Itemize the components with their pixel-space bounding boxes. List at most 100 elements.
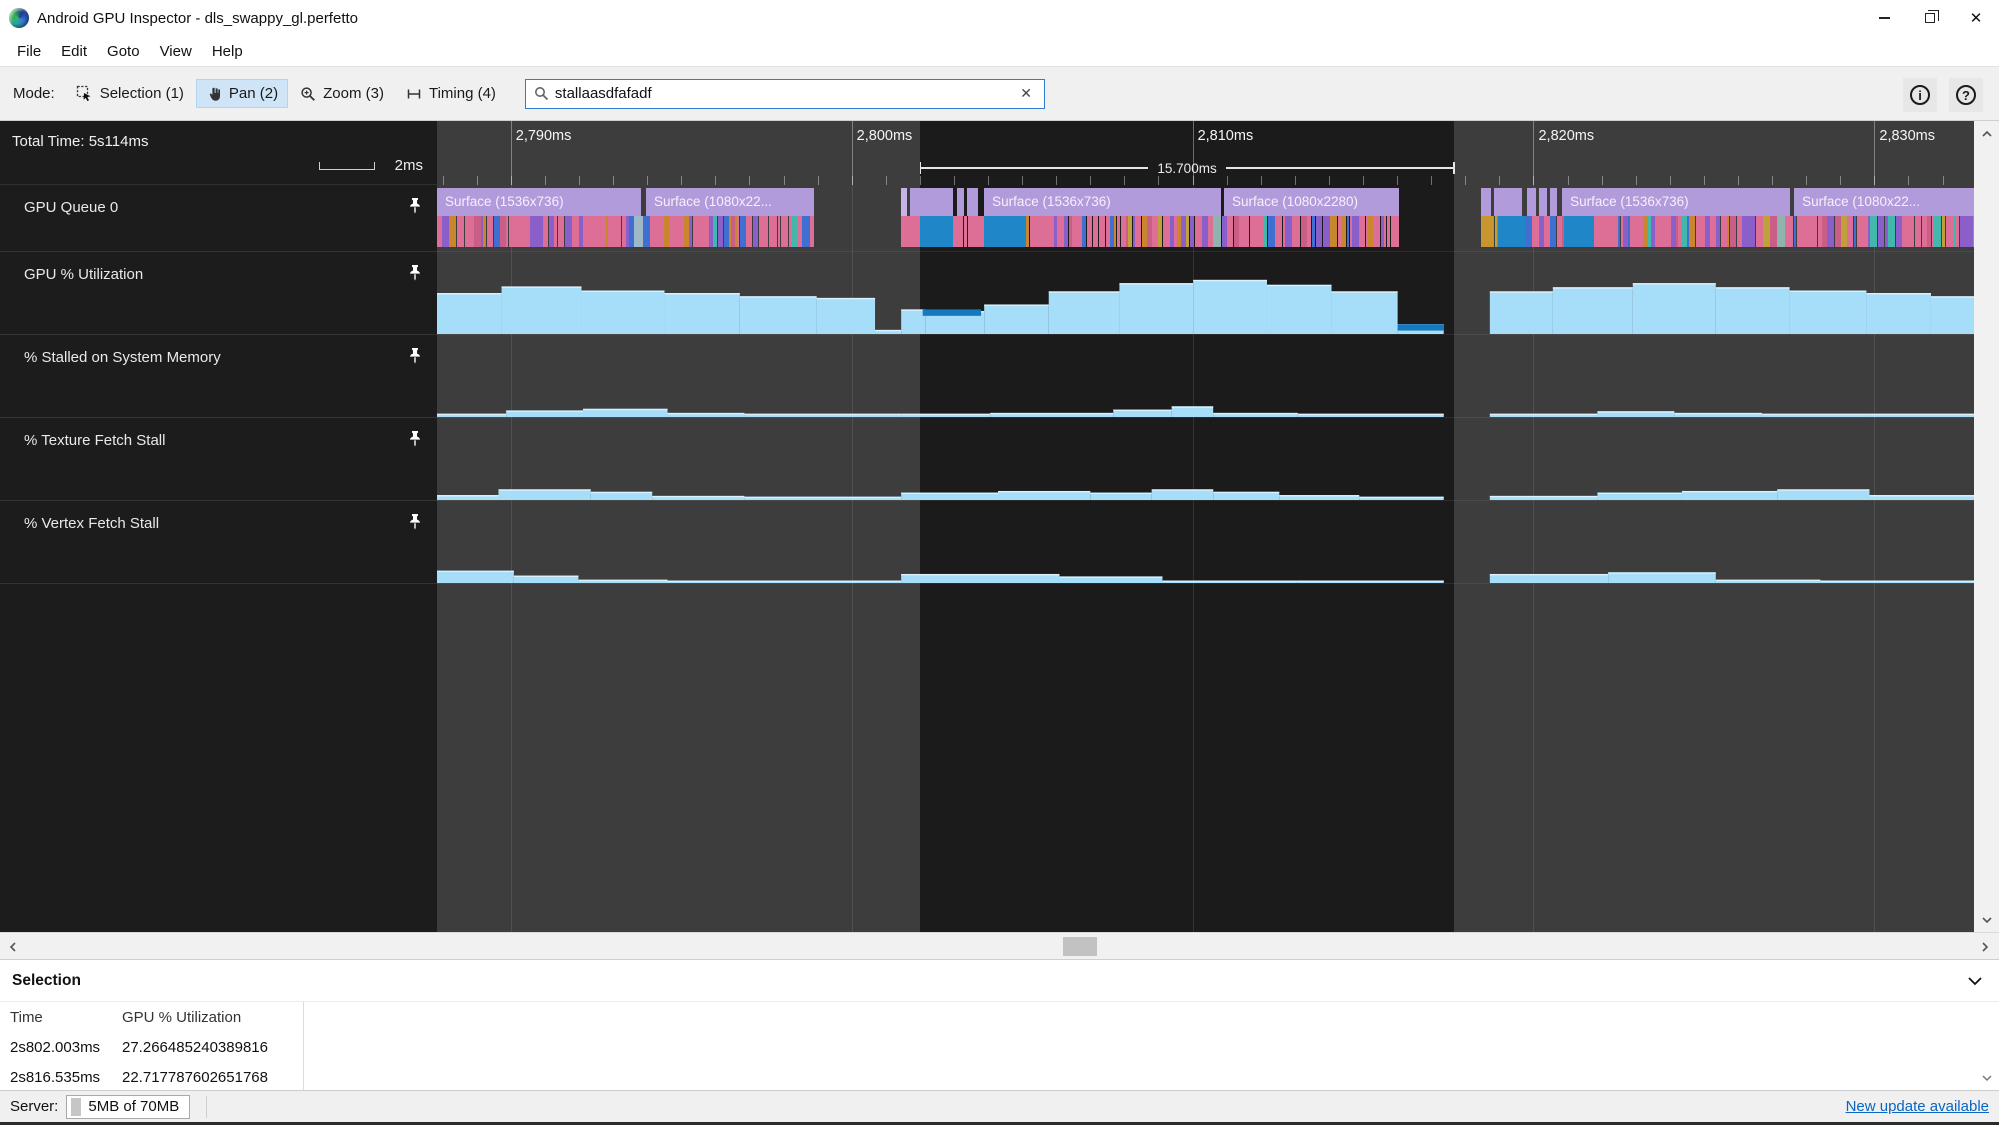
gpu-queue-slice-block[interactable] bbox=[1777, 216, 1785, 247]
surface-slice[interactable] bbox=[901, 188, 907, 216]
ruler-minor-tick bbox=[886, 176, 887, 185]
gpu-queue-slice-block[interactable] bbox=[1564, 216, 1595, 247]
close-button[interactable]: ✕ bbox=[1953, 0, 1999, 36]
menu-item-edit[interactable]: Edit bbox=[51, 39, 97, 64]
pin-icon[interactable] bbox=[407, 264, 423, 282]
minimize-button[interactable] bbox=[1861, 0, 1907, 36]
surface-slice[interactable] bbox=[1539, 188, 1547, 216]
surface-slice[interactable] bbox=[1527, 188, 1536, 216]
pin-icon[interactable] bbox=[407, 347, 423, 365]
menu-item-help[interactable]: Help bbox=[202, 39, 253, 64]
gpu-queue-slice-block[interactable] bbox=[1481, 216, 1493, 247]
selection-scrollbar[interactable] bbox=[1974, 1002, 1999, 1090]
ruler-minor-tick bbox=[1772, 176, 1773, 185]
help-icon: ? bbox=[1956, 85, 1976, 105]
gpu-queue-slice-block[interactable] bbox=[634, 216, 643, 247]
selection-panel-title: Selection bbox=[0, 972, 81, 990]
clear-search-icon[interactable]: ✕ bbox=[1016, 83, 1036, 104]
gpu-queue-slices[interactable] bbox=[901, 216, 1399, 247]
horizontal-scrollbar[interactable] bbox=[0, 932, 1999, 959]
column-header: Time bbox=[0, 1009, 112, 1026]
track-header-gpu-queue[interactable]: GPU Queue 0 bbox=[0, 185, 437, 252]
update-link[interactable]: New update available bbox=[1846, 1098, 1989, 1115]
track-header-gpu-utilization[interactable]: GPU % Utilization bbox=[0, 252, 437, 335]
scroll-up-icon[interactable] bbox=[1974, 121, 1999, 146]
ruler-minor-tick bbox=[1943, 176, 1944, 185]
gpu-queue-slices[interactable] bbox=[437, 216, 814, 247]
help-button[interactable]: ? bbox=[1949, 78, 1983, 112]
surface-slice[interactable]: Surface (1080x22... bbox=[646, 188, 814, 216]
track-header-texture-fetch-stall[interactable]: % Texture Fetch Stall bbox=[0, 418, 437, 501]
track-row-texture-fetch-stall[interactable] bbox=[437, 418, 1974, 501]
surface-slice[interactable]: Surface (1080x22... bbox=[1794, 188, 1974, 216]
track-header-stalled-system-memory[interactable]: % Stalled on System Memory bbox=[0, 335, 437, 418]
chevron-down-icon[interactable] bbox=[1967, 975, 1983, 987]
mode-button-label: Pan (2) bbox=[229, 85, 278, 102]
menu-item-goto[interactable]: Goto bbox=[97, 39, 150, 64]
ruler-minor-tick bbox=[1090, 176, 1091, 185]
surface-slice[interactable] bbox=[957, 188, 965, 216]
track-row-vertex-fetch-stall[interactable] bbox=[437, 501, 1974, 584]
mode-button-pan[interactable]: Pan (2) bbox=[197, 80, 287, 107]
ruler-tick-label: 2,800ms bbox=[857, 128, 913, 144]
surface-slice[interactable] bbox=[1550, 188, 1558, 216]
selection-scroll-down-icon[interactable] bbox=[1974, 1065, 1999, 1090]
minimize-icon bbox=[1879, 17, 1890, 19]
search-input[interactable] bbox=[555, 85, 1016, 102]
timeline-canvas[interactable]: 2,790ms2,800ms2,810ms2,820ms2,830ms15.70… bbox=[437, 121, 1974, 932]
gpu-queue-slice-block[interactable] bbox=[984, 216, 1025, 247]
ruler-minor-tick bbox=[1738, 176, 1739, 185]
ruler-minor-tick bbox=[681, 176, 682, 185]
track-row-stalled-system-memory[interactable] bbox=[437, 335, 1974, 418]
info-button[interactable]: i bbox=[1903, 78, 1937, 112]
pin-icon[interactable] bbox=[407, 513, 423, 531]
surface-slice[interactable]: Surface (1536x736) bbox=[437, 188, 641, 216]
mode-button-label: Selection (1) bbox=[100, 85, 184, 102]
menu-item-view[interactable]: View bbox=[150, 39, 202, 64]
ruler-minor-tick bbox=[1193, 176, 1194, 185]
surface-slice[interactable]: Surface (1080x2280) bbox=[1224, 188, 1399, 216]
hscroll-thumb[interactable] bbox=[1063, 937, 1097, 956]
track-row-gpu-utilization[interactable] bbox=[437, 252, 1974, 335]
surface-slice[interactable]: Surface (1536x736) bbox=[1562, 188, 1789, 216]
track-header-vertex-fetch-stall[interactable]: % Vertex Fetch Stall bbox=[0, 501, 437, 584]
surface-slice[interactable]: Surface (1536x736) bbox=[984, 188, 1221, 216]
ruler-minor-tick bbox=[1158, 176, 1159, 185]
selection-table-row[interactable]: 2s802.003ms27.266485240389816 bbox=[0, 1032, 1999, 1062]
ruler-minor-tick bbox=[1636, 176, 1637, 185]
menu-item-file[interactable]: File bbox=[7, 39, 51, 64]
surface-slice[interactable] bbox=[1494, 188, 1522, 216]
search-box[interactable]: ✕ bbox=[525, 79, 1045, 109]
mode-button-timing[interactable]: Timing (4) bbox=[397, 80, 505, 107]
mode-button-selection[interactable]: Selection (1) bbox=[67, 80, 193, 107]
gpu-queue-slice-block[interactable] bbox=[920, 216, 954, 247]
selection-table-row[interactable]: 2s816.535ms22.717787602651768 bbox=[0, 1062, 1999, 1090]
table-cell: 2s816.535ms bbox=[0, 1069, 112, 1086]
surface-slice[interactable] bbox=[967, 188, 978, 216]
surface-slice-label: Surface (1080x22... bbox=[1794, 188, 1974, 216]
ruler-minor-tick bbox=[852, 176, 853, 185]
mode-button-zoom[interactable]: Zoom (3) bbox=[291, 80, 393, 107]
ruler-minor-tick bbox=[1227, 176, 1228, 185]
pin-icon[interactable] bbox=[407, 430, 423, 448]
mode-button-label: Timing (4) bbox=[429, 85, 496, 102]
scroll-left-icon[interactable] bbox=[0, 933, 25, 960]
pin-icon[interactable] bbox=[407, 197, 423, 215]
scale-label: 2ms bbox=[395, 157, 423, 174]
vertical-scrollbar[interactable] bbox=[1974, 121, 1999, 932]
gpu-queue-slice-block[interactable] bbox=[1213, 216, 1221, 247]
ruler-tick-label: 2,830ms bbox=[1879, 128, 1935, 144]
timing-icon bbox=[406, 86, 422, 102]
surface-slice[interactable] bbox=[910, 188, 953, 216]
title-bar: Android GPU Inspector - dls_swappy_gl.pe… bbox=[0, 0, 1999, 36]
surface-slice-label: Surface (1536x736) bbox=[1562, 188, 1789, 216]
ruler-minor-tick bbox=[1295, 176, 1296, 185]
gpu-queue-slices[interactable] bbox=[1481, 216, 1974, 247]
track-row-gpu-queue[interactable]: Surface (1536x736)Surface (1080x22...Sur… bbox=[437, 185, 1974, 252]
scroll-right-icon[interactable] bbox=[1972, 933, 1997, 960]
surface-slice[interactable] bbox=[1481, 188, 1492, 216]
scroll-down-icon[interactable] bbox=[1974, 907, 1999, 932]
maximize-restore-button[interactable] bbox=[1907, 0, 1953, 36]
memory-usage: 5MB of 70MB bbox=[88, 1098, 179, 1115]
gpu-queue-slice-block[interactable] bbox=[1498, 216, 1526, 247]
